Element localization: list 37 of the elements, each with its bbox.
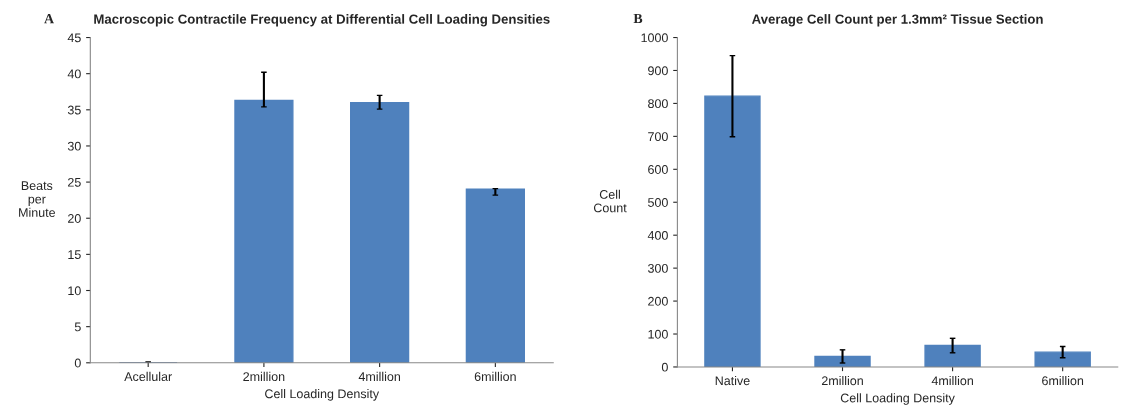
x-tick-label: Native (715, 375, 750, 386)
y-tick-label: 10 (68, 286, 81, 296)
y-tick-label: 5 (74, 322, 81, 332)
y-tick-label: 35 (67, 105, 81, 115)
y-tick-label: 0 (661, 362, 668, 372)
text: A (44, 14, 54, 24)
y-tick-label: 30 (67, 141, 81, 151)
y-axis-title: Beats per Minute (19, 181, 56, 217)
chart-title: Average Cell Count per 1.3mm² Tissue Section (751, 14, 1043, 27)
y-tick-label: 20 (68, 214, 81, 223)
x-tick-label: 6million (474, 371, 516, 381)
y-tick-label: 900 (648, 66, 668, 76)
y-tick-label: 300 (648, 263, 668, 273)
y-tick-label: 100 (648, 329, 668, 339)
y-tick-label: 45 (67, 33, 81, 43)
x-tick-label: 2million (821, 375, 863, 386)
text: B (633, 13, 643, 24)
x-tick-label: 6million (1042, 375, 1084, 386)
y-tick-label: 200 (648, 296, 668, 306)
y-tick-label: 40 (67, 69, 81, 79)
x-tick-label: 4million (358, 371, 400, 381)
y-tick-label: 15 (68, 250, 81, 260)
y-tick-label: 600 (648, 165, 668, 174)
y-tick-label: 800 (648, 99, 668, 109)
y-tick-label: 500 (648, 198, 668, 207)
x-tick-label: Acellular (124, 371, 172, 381)
chart-title: Macroscopic Contractile Frequency at Differential Cell Loading Densities (94, 14, 550, 27)
x-tick-label: 4million (931, 375, 973, 386)
x-axis-title: Cell Loading Density (265, 389, 380, 401)
x-tick-label: 2million (243, 371, 285, 381)
y-tick-label: 700 (648, 132, 668, 142)
y-tick-label: 0 (74, 358, 81, 368)
x-axis-title: Cell Loading Density (840, 393, 955, 405)
y-tick-label: 1000 (641, 33, 668, 43)
y-axis-title: Cell Count (593, 189, 627, 213)
y-tick-label: 25 (68, 177, 81, 187)
y-tick-label: 400 (647, 230, 668, 240)
